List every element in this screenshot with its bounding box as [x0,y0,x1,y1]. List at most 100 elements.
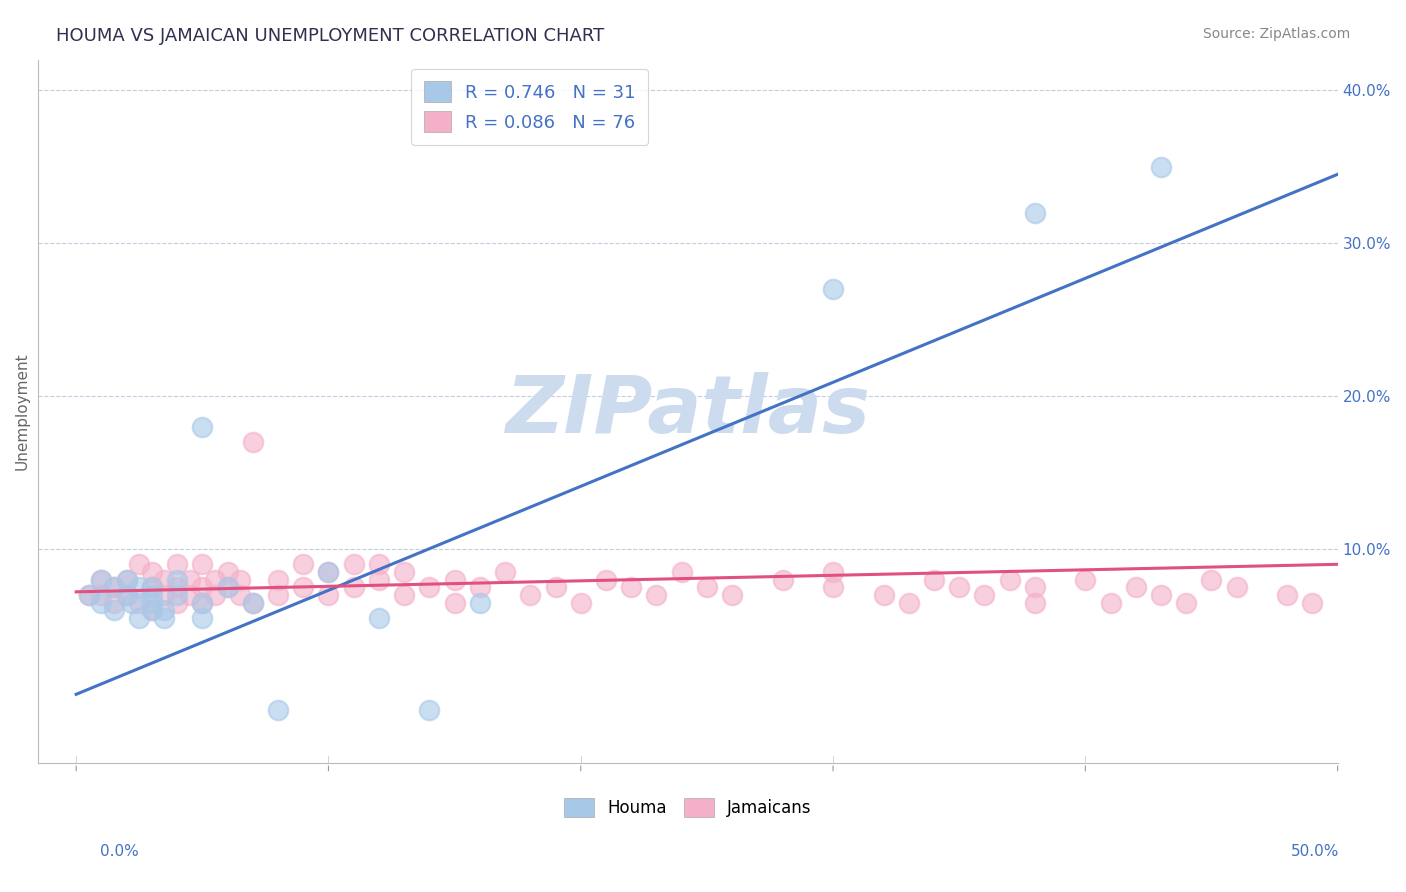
Point [468,580,491,594]
Text: Source: ZipAtlas.com: Source: ZipAtlas.com [1202,27,1350,41]
Point [1125,580,1147,594]
Text: 50.0%: 50.0% [1291,845,1339,859]
Point [141,595,163,609]
Point [772,573,794,587]
Text: ZIPatlas: ZIPatlas [506,372,870,450]
Point [922,573,945,587]
Point [115,573,138,587]
Point [166,580,188,594]
Point [948,580,970,594]
Point [494,565,516,579]
Point [115,588,138,602]
Point [103,595,125,609]
Point [191,580,214,594]
Point [204,573,226,587]
Point [443,573,465,587]
Point [343,558,366,572]
Point [267,703,290,717]
Point [229,588,252,602]
Point [141,565,163,579]
Point [443,595,465,609]
Point [1150,588,1173,602]
Point [1226,580,1249,594]
Point [103,603,125,617]
Point [1301,595,1323,609]
Point [166,595,188,609]
Point [242,595,264,609]
Point [821,580,844,594]
Point [1175,595,1198,609]
Point [115,588,138,602]
Point [973,588,995,602]
Y-axis label: Unemployment: Unemployment [15,352,30,470]
Point [141,580,163,594]
Point [90,573,112,587]
Point [392,565,415,579]
Point [1201,573,1223,587]
Point [696,580,718,594]
Text: HOUMA VS JAMAICAN UNEMPLOYMENT CORRELATION CHART: HOUMA VS JAMAICAN UNEMPLOYMENT CORRELATI… [56,27,605,45]
Point [721,588,744,602]
Point [204,588,226,602]
Point [166,558,188,572]
Point [1150,160,1173,174]
Point [77,588,100,602]
Point [645,588,668,602]
Point [418,703,440,717]
Point [153,611,176,625]
Point [217,580,239,594]
Point [1074,573,1097,587]
Legend: Houma, Jamaicans: Houma, Jamaicans [555,789,820,825]
Point [267,573,290,587]
Point [343,580,366,594]
Point [141,588,163,602]
Point [292,580,315,594]
Point [90,588,112,602]
Point [392,588,415,602]
Point [229,573,252,587]
Point [1024,580,1046,594]
Point [128,595,150,609]
Point [872,588,894,602]
Point [620,580,643,594]
Point [1275,588,1298,602]
Point [191,558,214,572]
Point [821,282,844,296]
Point [519,588,541,602]
Point [121,595,143,609]
Point [128,611,150,625]
Point [141,603,163,617]
Point [595,573,617,587]
Point [1099,595,1122,609]
Point [191,595,214,609]
Point [418,580,440,594]
Point [217,580,239,594]
Point [368,558,391,572]
Point [671,565,693,579]
Point [242,595,264,609]
Point [318,588,340,602]
Text: 0.0%: 0.0% [100,845,139,859]
Point [103,580,125,594]
Point [77,588,100,602]
Point [141,603,163,617]
Point [1024,205,1046,219]
Point [468,595,491,609]
Point [179,588,201,602]
Point [292,558,315,572]
Point [166,588,188,602]
Point [267,588,290,602]
Point [998,573,1021,587]
Point [242,434,264,449]
Point [90,573,112,587]
Point [191,611,214,625]
Point [153,573,176,587]
Point [191,595,214,609]
Point [368,611,391,625]
Point [1024,595,1046,609]
Point [897,595,920,609]
Point [153,588,176,602]
Point [217,565,239,579]
Point [318,565,340,579]
Point [821,565,844,579]
